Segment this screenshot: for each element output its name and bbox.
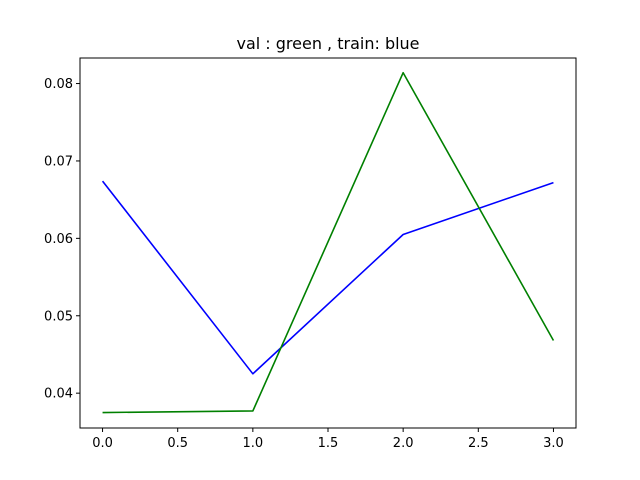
x-tick-label: 1.5 [318, 436, 339, 451]
series-line-0 [101, 180, 554, 375]
x-tick-label: 3.0 [543, 436, 564, 451]
series-layer [101, 71, 555, 414]
x-tick-label: 1.0 [243, 436, 264, 451]
x-tick-label: 2.5 [468, 436, 489, 451]
y-tick-label: 0.07 [44, 154, 73, 169]
y-tick-label: 0.04 [44, 387, 73, 402]
x-tick-label: 0.0 [92, 436, 113, 451]
x-axis: 0.0 0.5 1.0 1.5 2.0 2.5 3.0 [92, 428, 564, 451]
y-tick-label: 0.05 [44, 309, 73, 324]
y-axis: 0.04 0.05 0.06 0.07 0.08 [44, 77, 80, 402]
series-line-1 [102, 71, 555, 414]
x-tick-label: 2.0 [393, 436, 414, 451]
y-tick-label: 0.08 [44, 77, 73, 92]
x-tick-label: 0.5 [167, 436, 188, 451]
chart-title: val : green , train: blue [236, 34, 419, 53]
y-tick-label: 0.06 [44, 232, 73, 247]
